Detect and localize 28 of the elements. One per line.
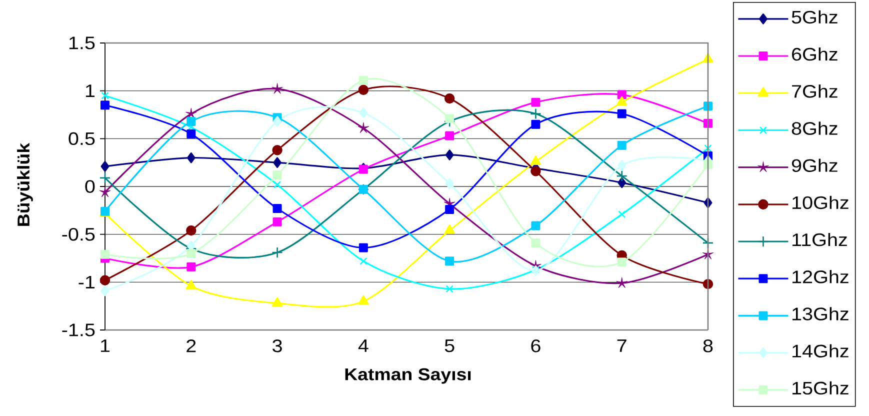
y-tick-label: 1.5 (69, 36, 95, 50)
legend-label: 10Ghz (792, 196, 848, 210)
y-tick-label: -1.5 (62, 324, 95, 336)
x-tick-label: 5 (444, 340, 454, 352)
y-axis-title: Büyüklük (17, 142, 33, 226)
x-tick-label: 6 (531, 340, 540, 352)
x-tick-label: 3 (272, 340, 282, 352)
x-tick-label: 2 (186, 340, 196, 352)
legend-label: 7Ghz (792, 84, 838, 98)
x-axis-title: Katman Sayısı (345, 368, 471, 384)
legend-label: 8Ghz (792, 122, 838, 135)
legend-label: 11Ghz (792, 232, 847, 246)
legend-label: 12Ghz (792, 270, 848, 284)
legend-label: 5Ghz (792, 10, 838, 24)
x-tick-label: 8 (703, 340, 713, 352)
x-tick-label: 4 (358, 340, 368, 352)
x-tick-label: 7 (617, 340, 626, 352)
legend-label: 15Ghz (792, 381, 848, 395)
y-tick-label: 0.5 (68, 132, 95, 146)
legend-label: 9Ghz (792, 158, 838, 172)
y-tick-label: -1 (78, 276, 94, 288)
y-tick-label: 1 (86, 84, 94, 98)
legend-label: 13Ghz (792, 307, 848, 320)
legend-label: 6Ghz (792, 47, 838, 61)
legend-label: 14Ghz (792, 344, 848, 358)
x-tick-label: 1 (101, 340, 110, 352)
y-tick-label: 0 (85, 180, 95, 193)
y-tick-label: -0.5 (62, 228, 95, 241)
